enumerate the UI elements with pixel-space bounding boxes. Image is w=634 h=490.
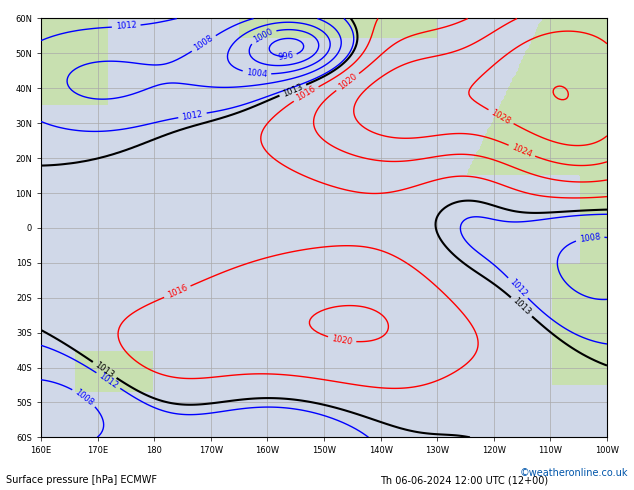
- Text: 1016: 1016: [295, 84, 318, 103]
- Text: 1012: 1012: [97, 371, 120, 390]
- Text: ©weatheronline.co.uk: ©weatheronline.co.uk: [519, 468, 628, 478]
- Text: 1016: 1016: [166, 283, 189, 300]
- Text: 1020: 1020: [331, 334, 353, 346]
- Text: 1013: 1013: [511, 296, 533, 318]
- Text: 1013: 1013: [93, 360, 116, 380]
- Text: 1000: 1000: [252, 26, 274, 44]
- Text: 1024: 1024: [510, 143, 533, 159]
- Text: 1012: 1012: [115, 21, 137, 31]
- Text: 1008: 1008: [579, 232, 601, 244]
- Text: Th 06-06-2024 12:00 UTC (12+00): Th 06-06-2024 12:00 UTC (12+00): [380, 475, 548, 485]
- Text: 1008: 1008: [74, 387, 96, 407]
- Text: 1008: 1008: [193, 34, 215, 53]
- Text: 1004: 1004: [246, 68, 268, 79]
- Text: 1013: 1013: [281, 82, 304, 98]
- Text: 996: 996: [277, 51, 294, 62]
- Text: Surface pressure [hPa] ECMWF: Surface pressure [hPa] ECMWF: [6, 475, 157, 485]
- Text: 1020: 1020: [337, 72, 359, 92]
- Text: 1012: 1012: [508, 277, 529, 299]
- Text: 1028: 1028: [489, 108, 512, 126]
- Text: 1012: 1012: [181, 109, 204, 122]
